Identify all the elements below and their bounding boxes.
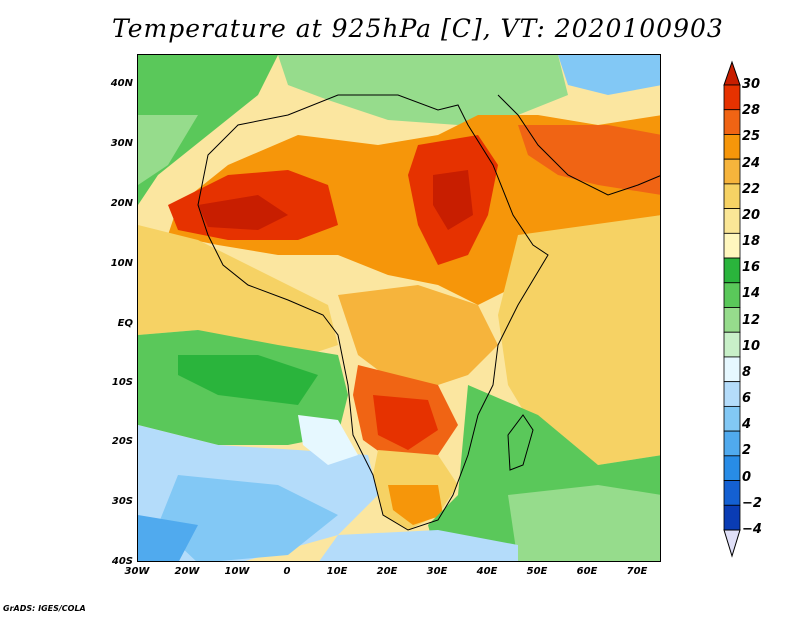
lon-tick: 60E: [576, 566, 598, 577]
lat-tick: 10N: [110, 258, 133, 269]
colorbar-label: 16: [742, 260, 761, 276]
north-east-blue-region: [558, 55, 660, 95]
lat-tick: 10S: [111, 377, 133, 388]
colorbar-segment: [723, 134, 741, 160]
lat-tick: 20N: [110, 198, 133, 209]
lon-tick: 30W: [124, 566, 150, 577]
colorbar-label: 12: [742, 312, 761, 328]
colorbar-label: 18: [742, 234, 761, 250]
colorbar-segment: [723, 282, 741, 308]
colorbar-segment: [723, 480, 741, 506]
colorbar-top-arrow: [723, 60, 741, 86]
lat-tick: 30N: [110, 138, 133, 149]
africa-coastline: [197, 94, 549, 531]
colorbar-label: 20: [742, 207, 761, 223]
south-atlantic-deep-blue: [158, 475, 338, 561]
colorbar-segment: [723, 158, 741, 185]
lon-tick: 10E: [326, 566, 348, 577]
colorbar-segment: [723, 455, 741, 481]
north-atlantic-region: [138, 55, 278, 205]
lon-tick: 10W: [224, 566, 250, 577]
colorbar-segment: [723, 356, 741, 383]
temperature-map: [137, 54, 661, 562]
colorbar-segment: [723, 109, 741, 135]
colorbar: [723, 60, 741, 558]
colorbar-segment: [723, 430, 741, 457]
arabia-coastline: [497, 94, 660, 196]
map-title: Temperature at 925hPa [C], VT: 202010090…: [112, 14, 724, 43]
colorbar-segment: [723, 232, 741, 259]
colorbar-label: −4: [742, 522, 762, 537]
lat-tick: 40N: [110, 78, 133, 89]
tropical-atlantic-region: [138, 225, 338, 355]
colorbar-label: 22: [742, 181, 761, 197]
colorbar-label: 28: [742, 103, 761, 119]
sudan-peak: [433, 170, 473, 230]
lat-tick: EQ: [117, 318, 133, 329]
colorbar-label: 24: [742, 155, 761, 171]
colorbar-label: 8: [742, 364, 752, 380]
colorbar-segment: [723, 257, 741, 284]
madagascar-outline: [507, 414, 534, 471]
lon-tick: 0: [283, 566, 291, 577]
colorbar-segment: [723, 208, 741, 234]
lat-tick: 40S: [111, 556, 133, 567]
colorbar-label: 14: [742, 286, 761, 302]
west-sahara-peak: [198, 195, 288, 230]
south-tip-blue: [319, 530, 518, 561]
lon-tick: 20W: [174, 566, 200, 577]
southern-africa-warm: [388, 485, 443, 525]
colorbar-segment: [723, 405, 741, 432]
lon-tick: 50E: [526, 566, 548, 577]
zambia-peak: [373, 395, 438, 450]
atlantic-light-green-region: [138, 115, 198, 185]
lat-tick: 30S: [111, 496, 133, 507]
colorbar-label: 25: [742, 129, 761, 145]
colorbar-bottom-arrow: [723, 529, 741, 558]
lon-tick: 20E: [376, 566, 398, 577]
colorbar-segment: [723, 504, 741, 531]
colorbar-segment: [723, 84, 741, 111]
colorbar-label: −2: [742, 495, 762, 511]
colorbar-label: 2: [742, 443, 752, 459]
indian-ocean-warm: [498, 215, 660, 465]
lat-tick: 20S: [111, 436, 133, 447]
colorbar-segment: [723, 307, 741, 333]
lon-tick: 40E: [476, 566, 498, 577]
temperature-map-field: [138, 55, 660, 561]
colorbar-segment: [723, 331, 741, 358]
southwest-blue: [138, 515, 198, 561]
gulf-of-guinea-green: [178, 355, 318, 405]
colorbar-label: 6: [742, 391, 752, 407]
south-indian-light-green: [508, 485, 660, 561]
arabia-hot-region: [518, 125, 660, 195]
benguela-light-region: [298, 415, 358, 465]
lon-tick: 70E: [626, 566, 648, 577]
colorbar-label: 10: [742, 338, 761, 354]
mediterranean-region: [278, 55, 568, 125]
colorbar-label: 30: [742, 77, 761, 92]
colorbar-segment: [723, 183, 741, 210]
colorbar-label: 0: [742, 469, 752, 485]
colorbar-label: 4: [742, 417, 752, 433]
central-africa-region: [338, 285, 498, 385]
credit-text: GrADS: IGES/COLA: [3, 604, 86, 613]
colorbar-segment: [723, 381, 741, 407]
lon-tick: 30E: [426, 566, 448, 577]
